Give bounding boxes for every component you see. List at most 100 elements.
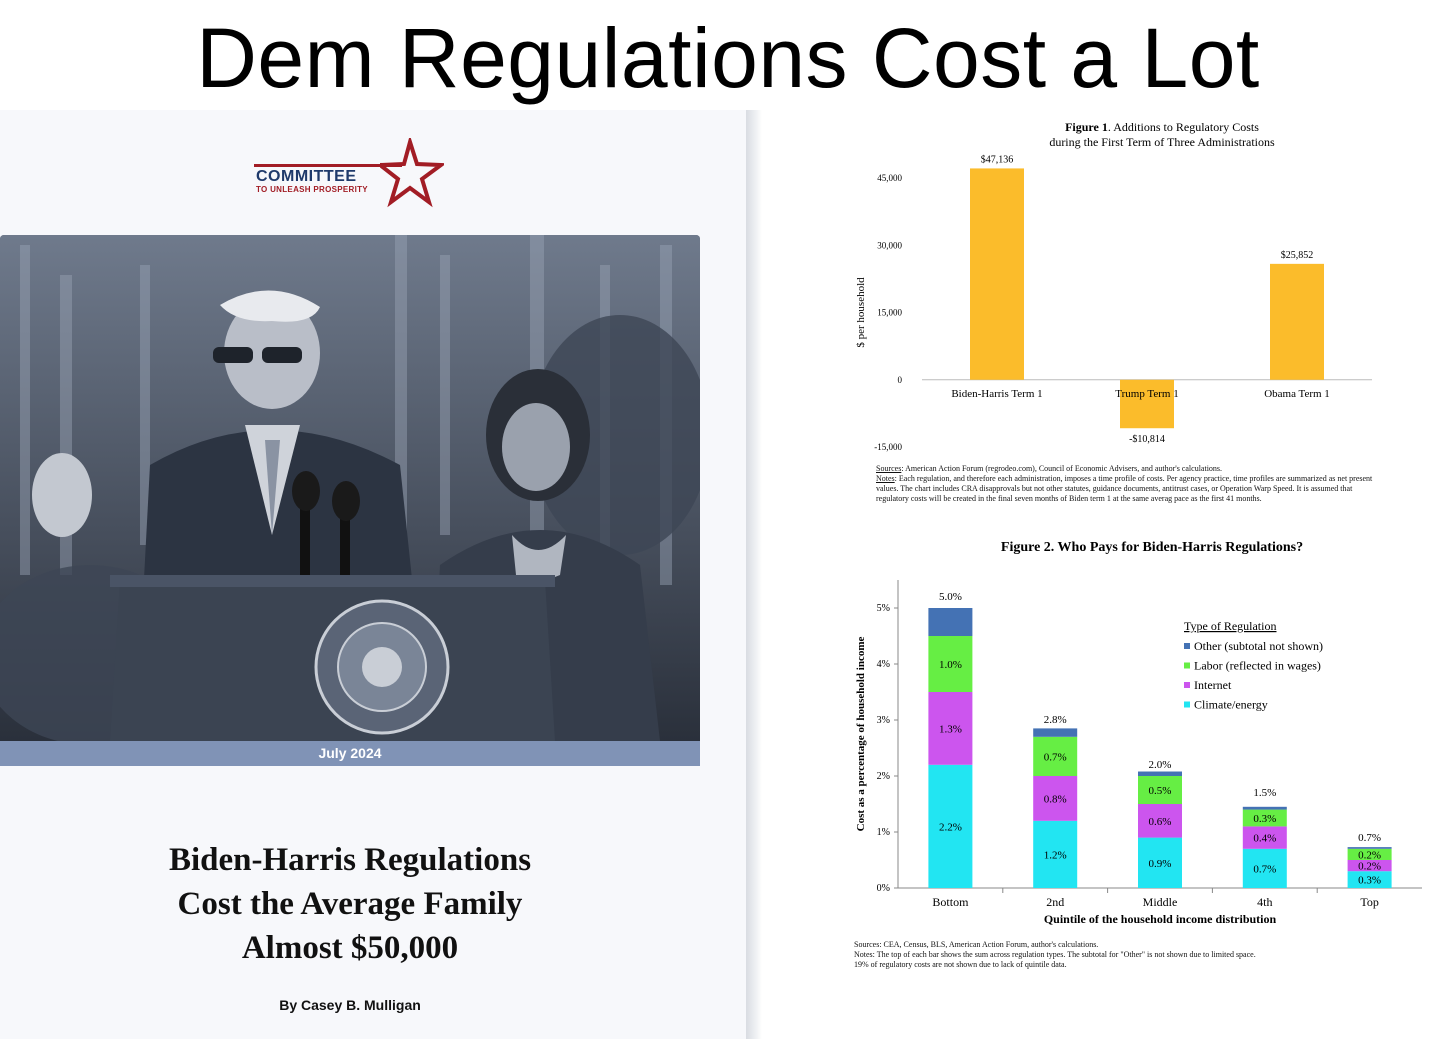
fig2-legend-title: Type of Regulation (1184, 619, 1276, 633)
fig2-bar-segment (1138, 837, 1182, 888)
fig2-segment-label: 0.3% (1253, 813, 1276, 825)
fig2-ytick-label: 1% (877, 827, 890, 838)
fig2-segment-label: 0.5% (1149, 785, 1172, 797)
page-gutter (746, 110, 762, 1039)
fig2-bar-segment (928, 764, 973, 888)
fig2-bar-segment (1033, 820, 1078, 888)
fig2-bar-segment (928, 608, 973, 636)
fig2-segment-label: 0.2% (1358, 849, 1381, 861)
fig1-bar (970, 168, 1024, 380)
fig2-bar-segment (1242, 826, 1287, 849)
committee-logo: COMMITTEE TO UNLEASH PROSPERITY (250, 138, 450, 208)
report-title: Biden-Harris Regulations Cost the Averag… (100, 838, 600, 970)
fig2-bar-segment (1347, 847, 1392, 849)
figure1-bar-chart: 45,000 30,000 15,000 0 -15,000 $47,136 Biden-H… (855, 154, 1372, 452)
fig2-ytick-label: 0% (877, 883, 890, 894)
figure2-caption: Figure 2. Who Pays for Biden-Harris Regu… (1000, 540, 1304, 555)
fig2-category-label: Bottom (932, 895, 969, 909)
report-author: By Casey B. Mulligan (279, 997, 421, 1013)
fig2-total-label: 0.7% (1358, 832, 1381, 844)
cover-photo (0, 235, 700, 741)
fig2-bar-segment (928, 636, 973, 692)
fig2-bar-segment (1347, 871, 1392, 888)
fig2-segment-label: 0.7% (1253, 863, 1276, 875)
fig2-legend-label: Labor (reflected in wages) (1194, 659, 1321, 673)
report-date: July 2024 (0, 741, 700, 766)
fig2-legend-swatch (1184, 662, 1190, 669)
report-charts-page: Figure 1. Additions to Regulatory Costs … (762, 110, 1456, 1039)
fig2-xlabel: Quintile of the household income distrib… (1044, 912, 1277, 926)
logo-sub-text: TO UNLEASH PROSPERITY (256, 185, 368, 194)
fig2-total-label: 5.0% (939, 591, 962, 603)
fig2-bar-segment (1138, 804, 1182, 838)
fig2-ylabel: Cost as a percentage of household income (855, 637, 867, 832)
figure2-stacked-bar-chart: 0% 1% 2% 3% 4% 5% 2.2% 1.3% 1.0% 5.0% Bottom 1.2% 0.… (855, 580, 1422, 926)
fig1-value-label: $25,852 (1281, 250, 1314, 261)
logo-main-text: COMMITTEE (256, 168, 357, 185)
figure1-notes-label: Notes (876, 474, 895, 483)
fig2-segment-label: 0.3% (1358, 875, 1381, 887)
fig2-ytick-label: 3% (877, 715, 890, 726)
fig2-segment-label: 1.0% (939, 659, 962, 671)
fig2-segment-label: 0.8% (1044, 793, 1067, 805)
headline: Dem Regulations Cost a Lot (196, 11, 1260, 105)
cover-photo-illustration (0, 235, 700, 741)
fig2-bar-segment (1138, 776, 1182, 804)
fig2-category-label: Middle (1143, 895, 1178, 909)
fig2-legend-label: Internet (1194, 678, 1232, 692)
fig2-legend-swatch (1184, 701, 1190, 708)
fig2-category-label: 2nd (1046, 895, 1064, 909)
fig1-category-label: Biden-Harris Term 1 (951, 388, 1042, 400)
fig2-segment-label: 0.2% (1358, 861, 1381, 873)
fig1-category-label: Obama Term 1 (1264, 388, 1330, 400)
fig1-ytick-label: 45,000 (877, 173, 902, 183)
fig2-bar-segment (1033, 776, 1078, 821)
fig2-legend-swatch (1184, 643, 1190, 649)
figure1-caption-line2: during the First Term of Three Administr… (1049, 135, 1275, 149)
fig2-segment-label: 0.7% (1044, 751, 1067, 763)
fig2-bar-segment (1033, 728, 1078, 737)
fig2-ytick-label: 4% (877, 659, 890, 670)
fig2-legend-label: Climate/energy (1194, 698, 1268, 712)
fig2-segment-label: 0.4% (1253, 833, 1276, 845)
figure2-sources: Sources: CEA, Census, BLS, American Acti… (854, 940, 1099, 949)
figure1-notes-text: : Each regulation, and therefore each ad… (876, 474, 1373, 503)
fig2-segment-label: 1.3% (939, 723, 962, 735)
fig2-legend-label: Other (subtotal not shown) (1194, 639, 1323, 653)
fig2-segment-label: 0.6% (1149, 816, 1172, 828)
fig2-total-label: 2.0% (1149, 759, 1172, 771)
fig2-bar-segment (928, 692, 973, 765)
fig1-category-label: Trump Term 1 (1115, 388, 1178, 400)
fig2-bar-segment (1347, 848, 1392, 860)
report-cover: COMMITTEE TO UNLEASH PROSPERITY (0, 110, 746, 1039)
figure1-caption-rest: . Additions to Regulatory Costs (1107, 120, 1259, 134)
fig2-bar-segment (1347, 860, 1392, 872)
fig1-ytick-label: 0 (898, 375, 903, 385)
figure2-notes-extra: 19% of regulatory costs are not shown du… (854, 960, 1067, 969)
fig1-ytick-label: -15,000 (874, 442, 902, 452)
fig2-bar-segment (1242, 848, 1287, 888)
fig2-segment-label: 2.2% (939, 821, 962, 833)
fig2-bar-segment (1242, 806, 1287, 810)
fig2-category-label: 4th (1257, 895, 1272, 909)
fig2-legend-swatch (1184, 682, 1190, 688)
fig2-segment-label: 0.9% (1149, 858, 1172, 870)
fig2-segment-label: 1.2% (1044, 849, 1067, 861)
fig2-bar-segment (1033, 736, 1078, 776)
fig1-value-label: $47,136 (981, 154, 1014, 165)
figure2-notes: Sources: CEA, Census, BLS, American Acti… (854, 940, 1394, 970)
fig1-ylabel: $ per household (855, 277, 867, 348)
star-icon (380, 138, 444, 208)
figure1-sources: : American Action Forum (regrodeo.com), … (901, 464, 1223, 473)
logo-underline (254, 164, 402, 167)
fig1-value-label: -$10,814 (1129, 434, 1165, 445)
fig2-bar-segment (1138, 771, 1182, 776)
figure1-caption-bold: Figure 1 (1065, 120, 1108, 134)
fig1-bar (1270, 263, 1324, 380)
fig1-bar (1120, 379, 1174, 429)
figure2-notes-text: Notes: The top of each bar shows the sum… (854, 950, 1256, 959)
figure1-sources-label: Sources (876, 464, 902, 473)
fig2-bar-segment (1242, 809, 1287, 827)
report-title-line-1: Biden-Harris Regulations (168, 842, 532, 878)
fig1-ytick-label: 30,000 (877, 240, 902, 250)
